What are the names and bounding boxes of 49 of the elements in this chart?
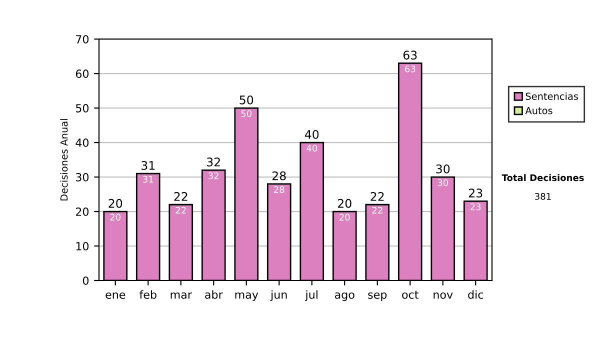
data-label: 63 <box>405 65 416 72</box>
total-label: 32 <box>207 158 220 166</box>
total-label: 30 <box>436 164 450 174</box>
total-label: 22 <box>370 192 384 201</box>
x-tick-label: feb <box>139 290 156 299</box>
total-label: 22 <box>174 192 188 201</box>
total-label: 20 <box>338 198 352 208</box>
y-tick-label: 30 <box>76 173 89 182</box>
total-label: 20 <box>108 198 122 208</box>
x-tick-label: jul <box>305 290 318 301</box>
total-label: 63 <box>403 50 417 60</box>
y-tick-label: 60 <box>76 70 89 78</box>
text: 381 <box>535 192 551 200</box>
x-tick-label: oct <box>402 290 418 299</box>
y-tick-label: 0 <box>82 276 89 285</box>
data-label: 31 <box>143 176 154 183</box>
y-tick-label: 40 <box>76 138 89 147</box>
data-label: 28 <box>274 186 284 193</box>
total-label: 31 <box>142 161 155 170</box>
data-label: 50 <box>241 110 252 118</box>
x-tick-label: sep <box>368 292 387 301</box>
data-label: 40 <box>306 144 318 152</box>
data-label: 32 <box>208 172 218 180</box>
text: Total Decisiones <box>502 174 584 182</box>
x-tick-label: mar <box>170 292 192 299</box>
legend-label: Sentencias <box>526 92 578 100</box>
x-tick-label: nov <box>434 292 453 299</box>
data-label: 20 <box>110 214 121 221</box>
y-tick-label: 70 <box>76 35 89 44</box>
data-label: 22 <box>176 206 186 214</box>
x-tick-label: dic <box>468 290 484 299</box>
total-label: 23 <box>468 188 482 198</box>
legend-label: Autos <box>525 107 552 114</box>
total-label: 40 <box>304 130 319 139</box>
x-tick-label: abr <box>205 290 223 299</box>
y-axis-title: Decisiones Anual <box>60 119 68 200</box>
total-label: 28 <box>272 171 286 180</box>
y-tick-label: 50 <box>76 104 89 112</box>
total-label: 50 <box>240 95 254 104</box>
data-label: 22 <box>372 206 382 214</box>
x-tick-label: ago <box>334 292 354 301</box>
data-label: 30 <box>438 179 448 186</box>
x-tick-label: may <box>235 292 258 301</box>
y-tick-label: 10 <box>76 242 89 250</box>
data-label: 20 <box>340 214 350 221</box>
data-label: 23 <box>470 203 481 210</box>
x-tick-label: jun <box>270 290 287 301</box>
x-tick-label: ene <box>106 292 126 299</box>
y-tick-label: 20 <box>76 208 89 216</box>
